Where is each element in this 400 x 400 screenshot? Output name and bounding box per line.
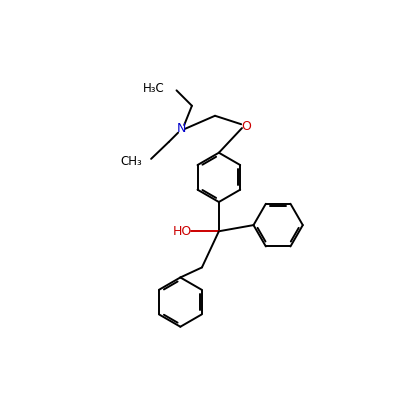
Text: HO: HO [172, 225, 192, 238]
Text: CH₃: CH₃ [120, 156, 142, 168]
Text: N: N [177, 122, 186, 135]
Text: O: O [241, 120, 251, 133]
Text: H₃C: H₃C [143, 82, 165, 94]
